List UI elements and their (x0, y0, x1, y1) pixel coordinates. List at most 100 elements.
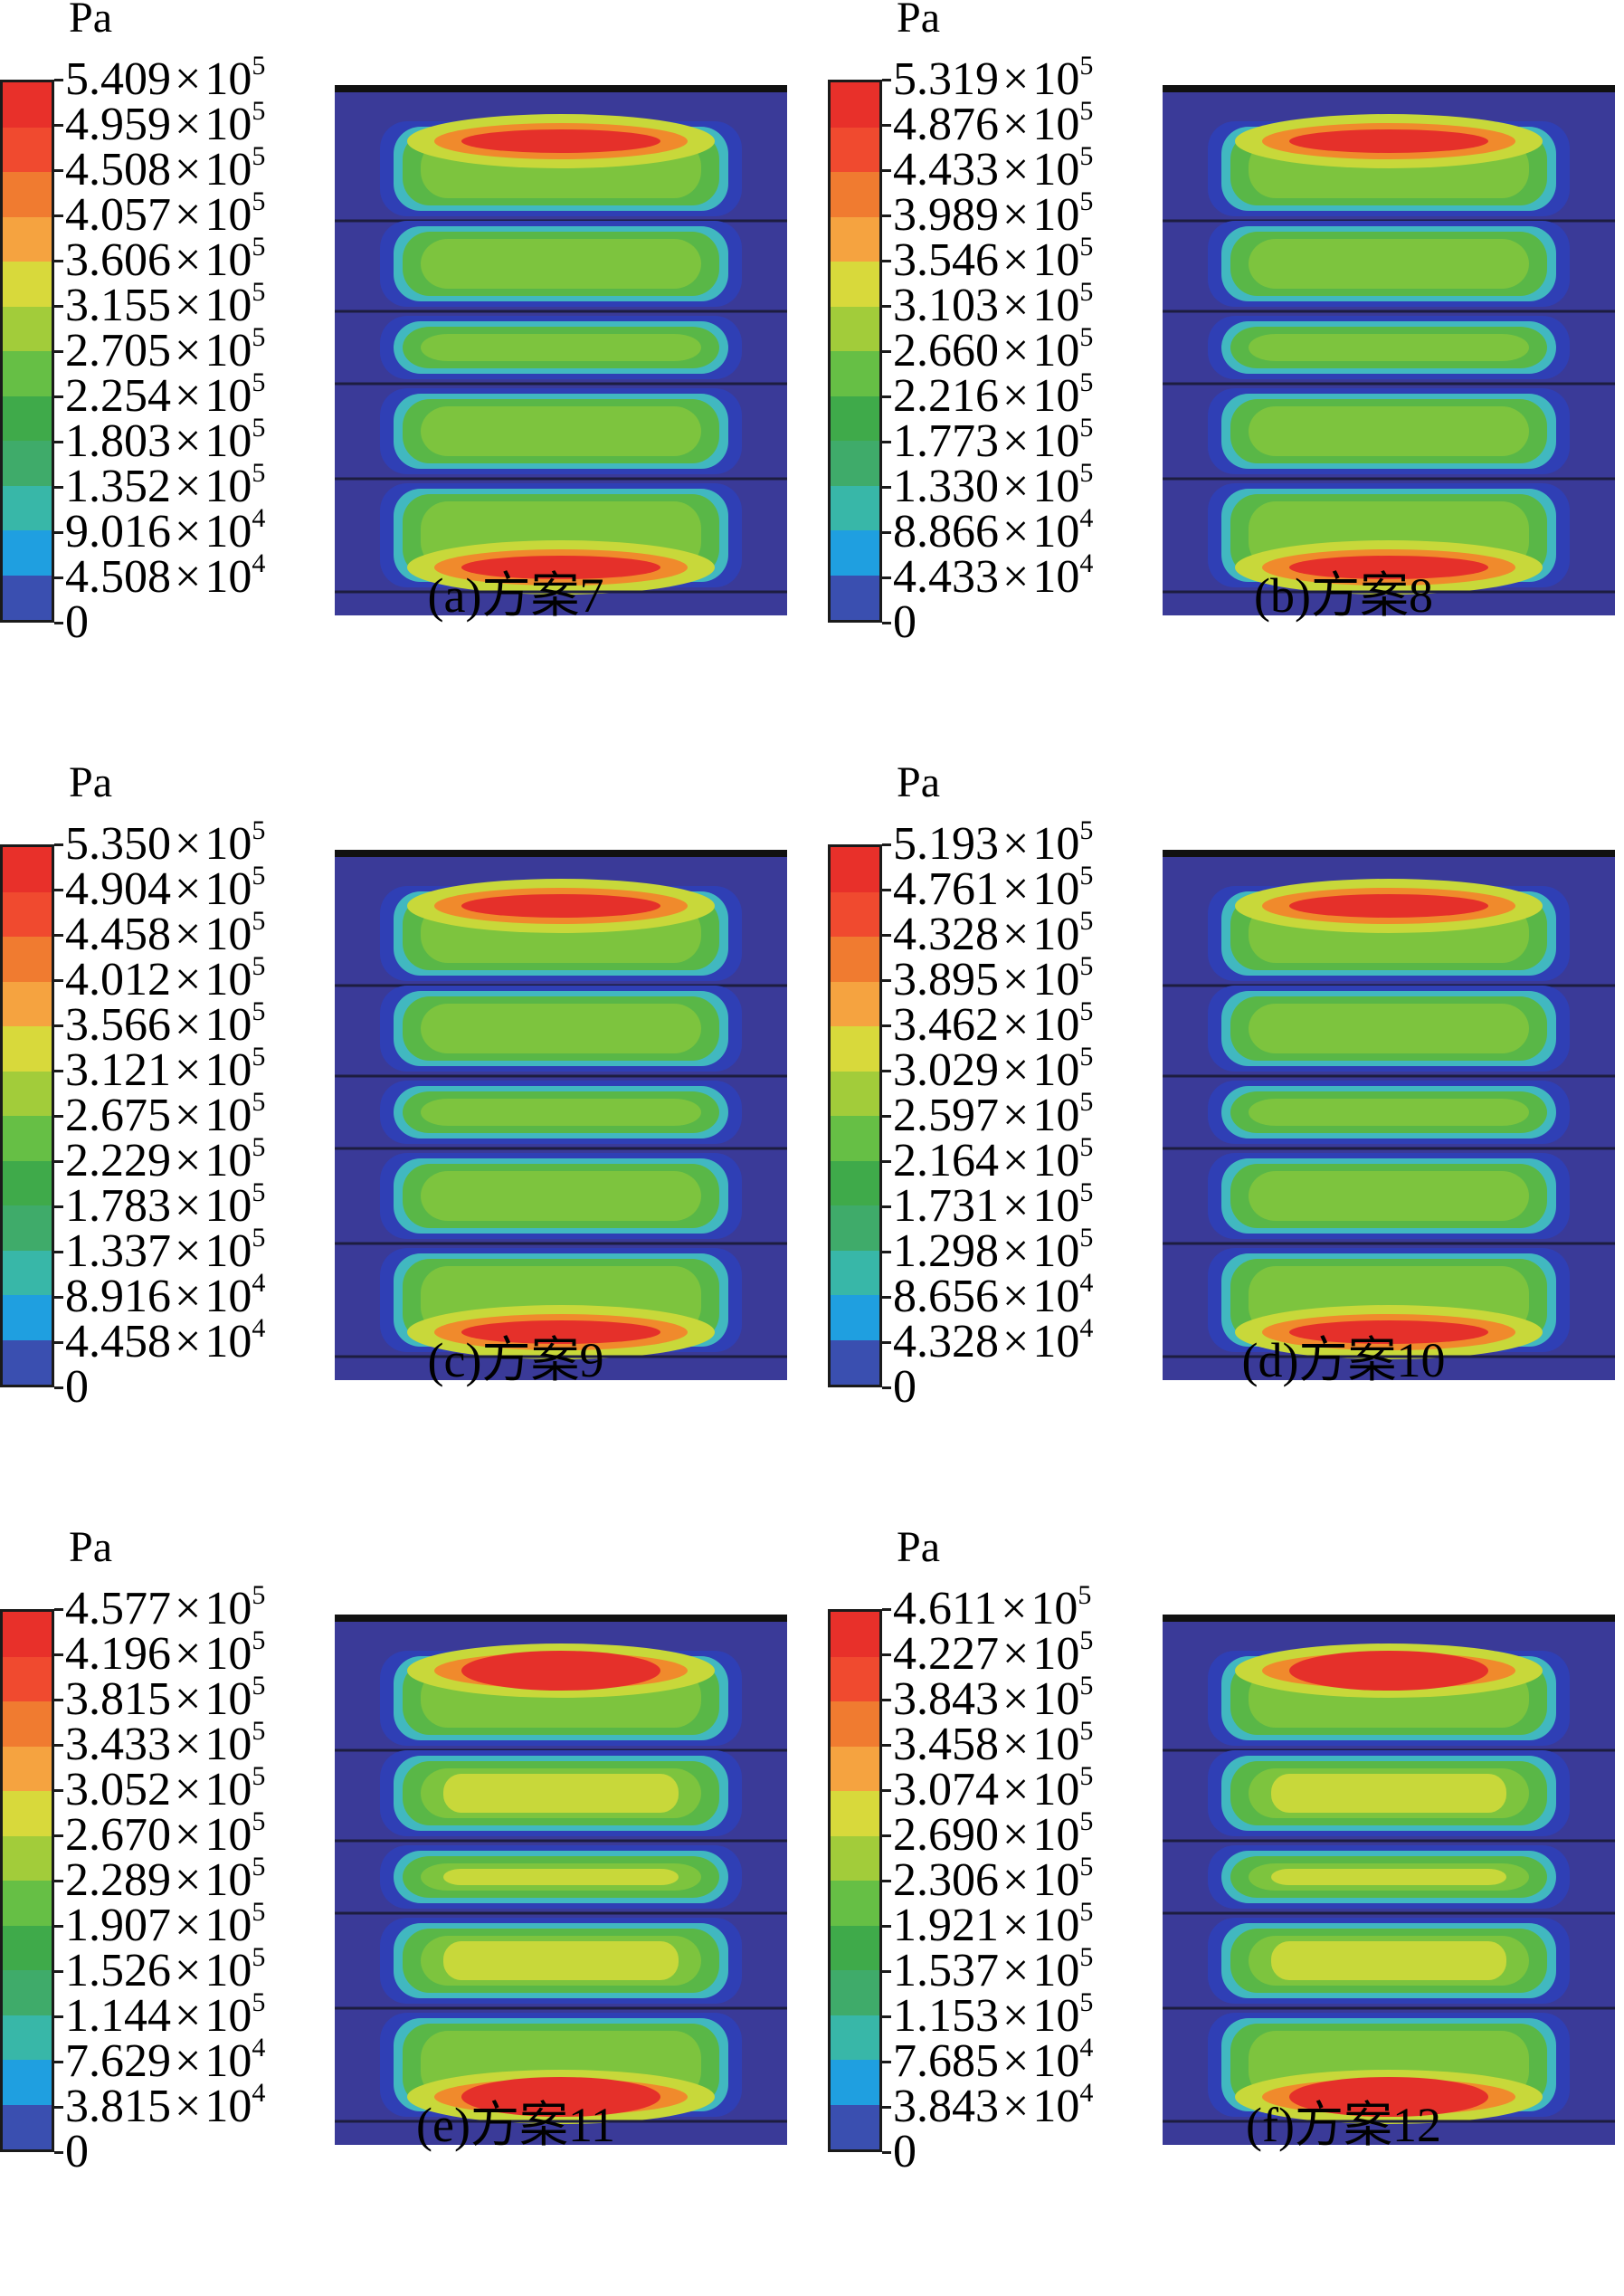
legend-label: 2.660×105 (893, 322, 1094, 376)
legend-label: 1.773×105 (893, 413, 1094, 467)
legend-swatch (831, 1116, 879, 1161)
legend-swatch (3, 1026, 52, 1072)
color-legend-bar (828, 844, 882, 1387)
legend-tick (882, 979, 891, 982)
legend-label: 4.433×105 (893, 141, 1094, 195)
legend-swatch (831, 485, 879, 530)
legend-swatch (831, 1205, 879, 1251)
legend-swatch (831, 1026, 879, 1072)
legend-swatch (831, 891, 879, 937)
legend-label: 1.537×105 (893, 1942, 1094, 1996)
legend-swatch (831, 1970, 879, 2015)
legend-swatch (831, 1791, 879, 1836)
legend-tick (882, 124, 891, 127)
legend-tick (882, 1296, 891, 1299)
legend-swatch (3, 1925, 52, 1970)
legend-swatch (3, 2104, 52, 2149)
pad-layer (1208, 1153, 1570, 1239)
pad-layer (380, 1643, 742, 1746)
panel-caption: (c)方案9 (427, 1333, 604, 1387)
pad-layer (380, 879, 742, 981)
legend-tick (54, 2151, 63, 2154)
legend-label: 0 (893, 2126, 916, 2177)
legend-label: 2.306×105 (893, 1852, 1094, 1906)
legend-label: 0 (65, 596, 89, 648)
panel-caption: (d)方案10 (1241, 1333, 1446, 1387)
legend-swatch (3, 1339, 52, 1385)
legend-label: 3.121×105 (65, 1042, 266, 1096)
legend-tick (882, 889, 891, 891)
legend-swatch (831, 937, 879, 982)
legend-label: 2.670×105 (65, 1806, 266, 1861)
pad-layer (1208, 1918, 1570, 2004)
legend-swatch (831, 1835, 879, 1881)
pad-layer (380, 483, 742, 595)
legend-label: 3.029×105 (893, 1042, 1094, 1096)
legend-tick (54, 1970, 63, 1973)
legend-label: 3.606×105 (65, 232, 266, 286)
legend-tick (54, 1653, 63, 1656)
pressure-contour-plot (1163, 1615, 1615, 2145)
legend-label: 4.508×104 (65, 548, 266, 603)
pad-layer (1208, 2013, 1570, 2124)
legend-label: 1.153×105 (893, 1987, 1094, 2042)
legend-label: 2.229×105 (65, 1132, 266, 1186)
legend-tick (54, 1608, 63, 1611)
legend-tick (882, 2106, 891, 2109)
legend-label: 3.074×105 (893, 1761, 1094, 1815)
legend-swatch (831, 306, 879, 351)
legend-label: 0 (65, 1361, 89, 1413)
legend-tick (882, 1115, 891, 1118)
legend-label: 1.298×105 (893, 1223, 1094, 1277)
legend-swatch (3, 306, 52, 351)
legend-tick (54, 2015, 63, 2018)
pad-layer (380, 1918, 742, 2004)
legend-swatch (831, 1881, 879, 1926)
legend-tick (882, 2151, 891, 2154)
legend-label: 4.012×105 (65, 951, 266, 1005)
legend-label: 4.577×105 (65, 1580, 266, 1634)
legend-label: 2.675×105 (65, 1087, 266, 1141)
legend-swatch (3, 127, 52, 172)
legend-tick (54, 1744, 63, 1747)
legend-tick (54, 350, 63, 353)
legend-label: 4.458×105 (65, 906, 266, 960)
legend-tick (882, 622, 891, 624)
legend-swatch (3, 172, 52, 217)
legend-tick (882, 305, 891, 308)
legend-tick (882, 260, 891, 262)
legend-label: 5.193×105 (893, 815, 1094, 870)
legend-swatch (3, 1160, 52, 1205)
legend-tick (882, 531, 891, 534)
legend-swatch (3, 2015, 52, 2060)
legend-swatch (831, 2060, 879, 2105)
legend-label: 2.690×105 (893, 1806, 1094, 1861)
legend-tick (54, 169, 63, 172)
legend-tick (54, 305, 63, 308)
legend-swatch (3, 2060, 52, 2105)
unit-label: Pa (897, 0, 940, 42)
legend-label: 0 (893, 1361, 916, 1413)
pad-layer (1208, 316, 1570, 379)
legend-label: 1.337×105 (65, 1223, 266, 1277)
contour-panel: Pa 5.319×105 4.876×105 4.433×105 3.989×105 3.… (828, 0, 1624, 765)
legend-swatch (3, 82, 52, 128)
legend-swatch (831, 1612, 879, 1657)
legend-tick (882, 169, 891, 172)
legend-tick (882, 1744, 891, 1747)
pad-layer (1208, 114, 1570, 216)
legend-swatch (831, 1250, 879, 1295)
legend-swatch (831, 262, 879, 307)
contour-panel: Pa 5.409×105 4.959×105 4.508×105 4.057×105 3.… (0, 0, 812, 765)
legend-label: 5.319×105 (893, 51, 1094, 105)
legend-tick (54, 622, 63, 624)
legend-label: 7.685×104 (893, 2033, 1094, 2087)
color-legend-bar (828, 80, 882, 623)
legend-tick (54, 1925, 63, 1928)
legend-label: 3.458×105 (893, 1716, 1094, 1770)
unit-label: Pa (69, 0, 112, 42)
legend-label: 3.843×104 (893, 2078, 1094, 2132)
legend-swatch (3, 1656, 52, 1701)
contour-panel: Pa 5.350×105 4.904×105 4.458×105 4.012×105 3.… (0, 758, 812, 1529)
legend-tick (54, 260, 63, 262)
